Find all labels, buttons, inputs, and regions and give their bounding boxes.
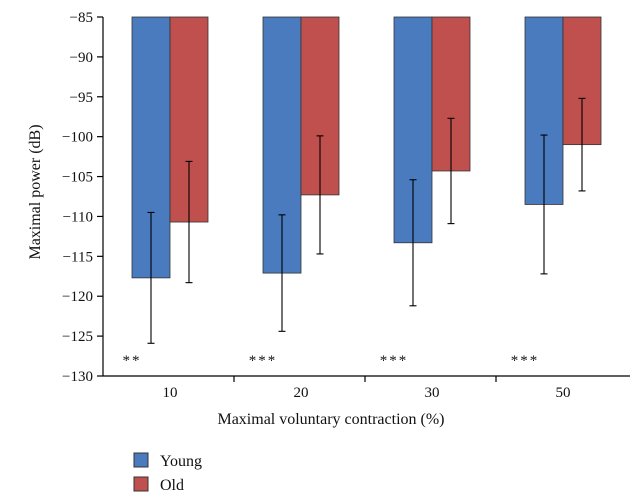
x-tick-label: 10 (163, 385, 178, 401)
x-axis-ticks: 10 20 30 50 (163, 376, 571, 401)
legend-swatch-young (133, 452, 149, 468)
legend-label-old: Old (160, 477, 184, 494)
axes (102, 17, 630, 377)
y-tick-label: −105 (62, 170, 93, 186)
y-tick-label: −100 (62, 130, 93, 146)
y-tick-label: −85 (70, 10, 93, 26)
x-tick-label: 20 (294, 385, 309, 401)
x-tick-label: 30 (425, 385, 440, 401)
x-axis-label: Maximal voluntary contraction (%) (217, 411, 444, 428)
y-axis-label: Maximal power (dB) (27, 124, 44, 259)
legend-label-young: Young (160, 453, 202, 470)
legend-swatch-old (133, 476, 149, 492)
x-tick-label: 50 (556, 385, 571, 401)
y-tick-label: −110 (63, 209, 93, 225)
y-tick-label: −95 (70, 90, 93, 106)
y-tick-label: −90 (70, 50, 93, 66)
significance-label: *** (380, 353, 409, 369)
y-tick-label: −125 (62, 329, 93, 345)
y-tick-label: −120 (62, 289, 93, 305)
significance-label: ** (123, 353, 142, 369)
y-tick-label: −130 (62, 369, 93, 385)
y-axis-ticks: −85 −90 −95 −100 −105 −110 −115 −120 −125 −130 (62, 10, 103, 385)
significance-label: *** (249, 353, 278, 369)
y-tick-label: −115 (63, 249, 93, 265)
significance-label: *** (511, 353, 540, 369)
plot-area: ** *** *** *** (123, 16, 602, 369)
legend: Young Old (133, 452, 202, 494)
